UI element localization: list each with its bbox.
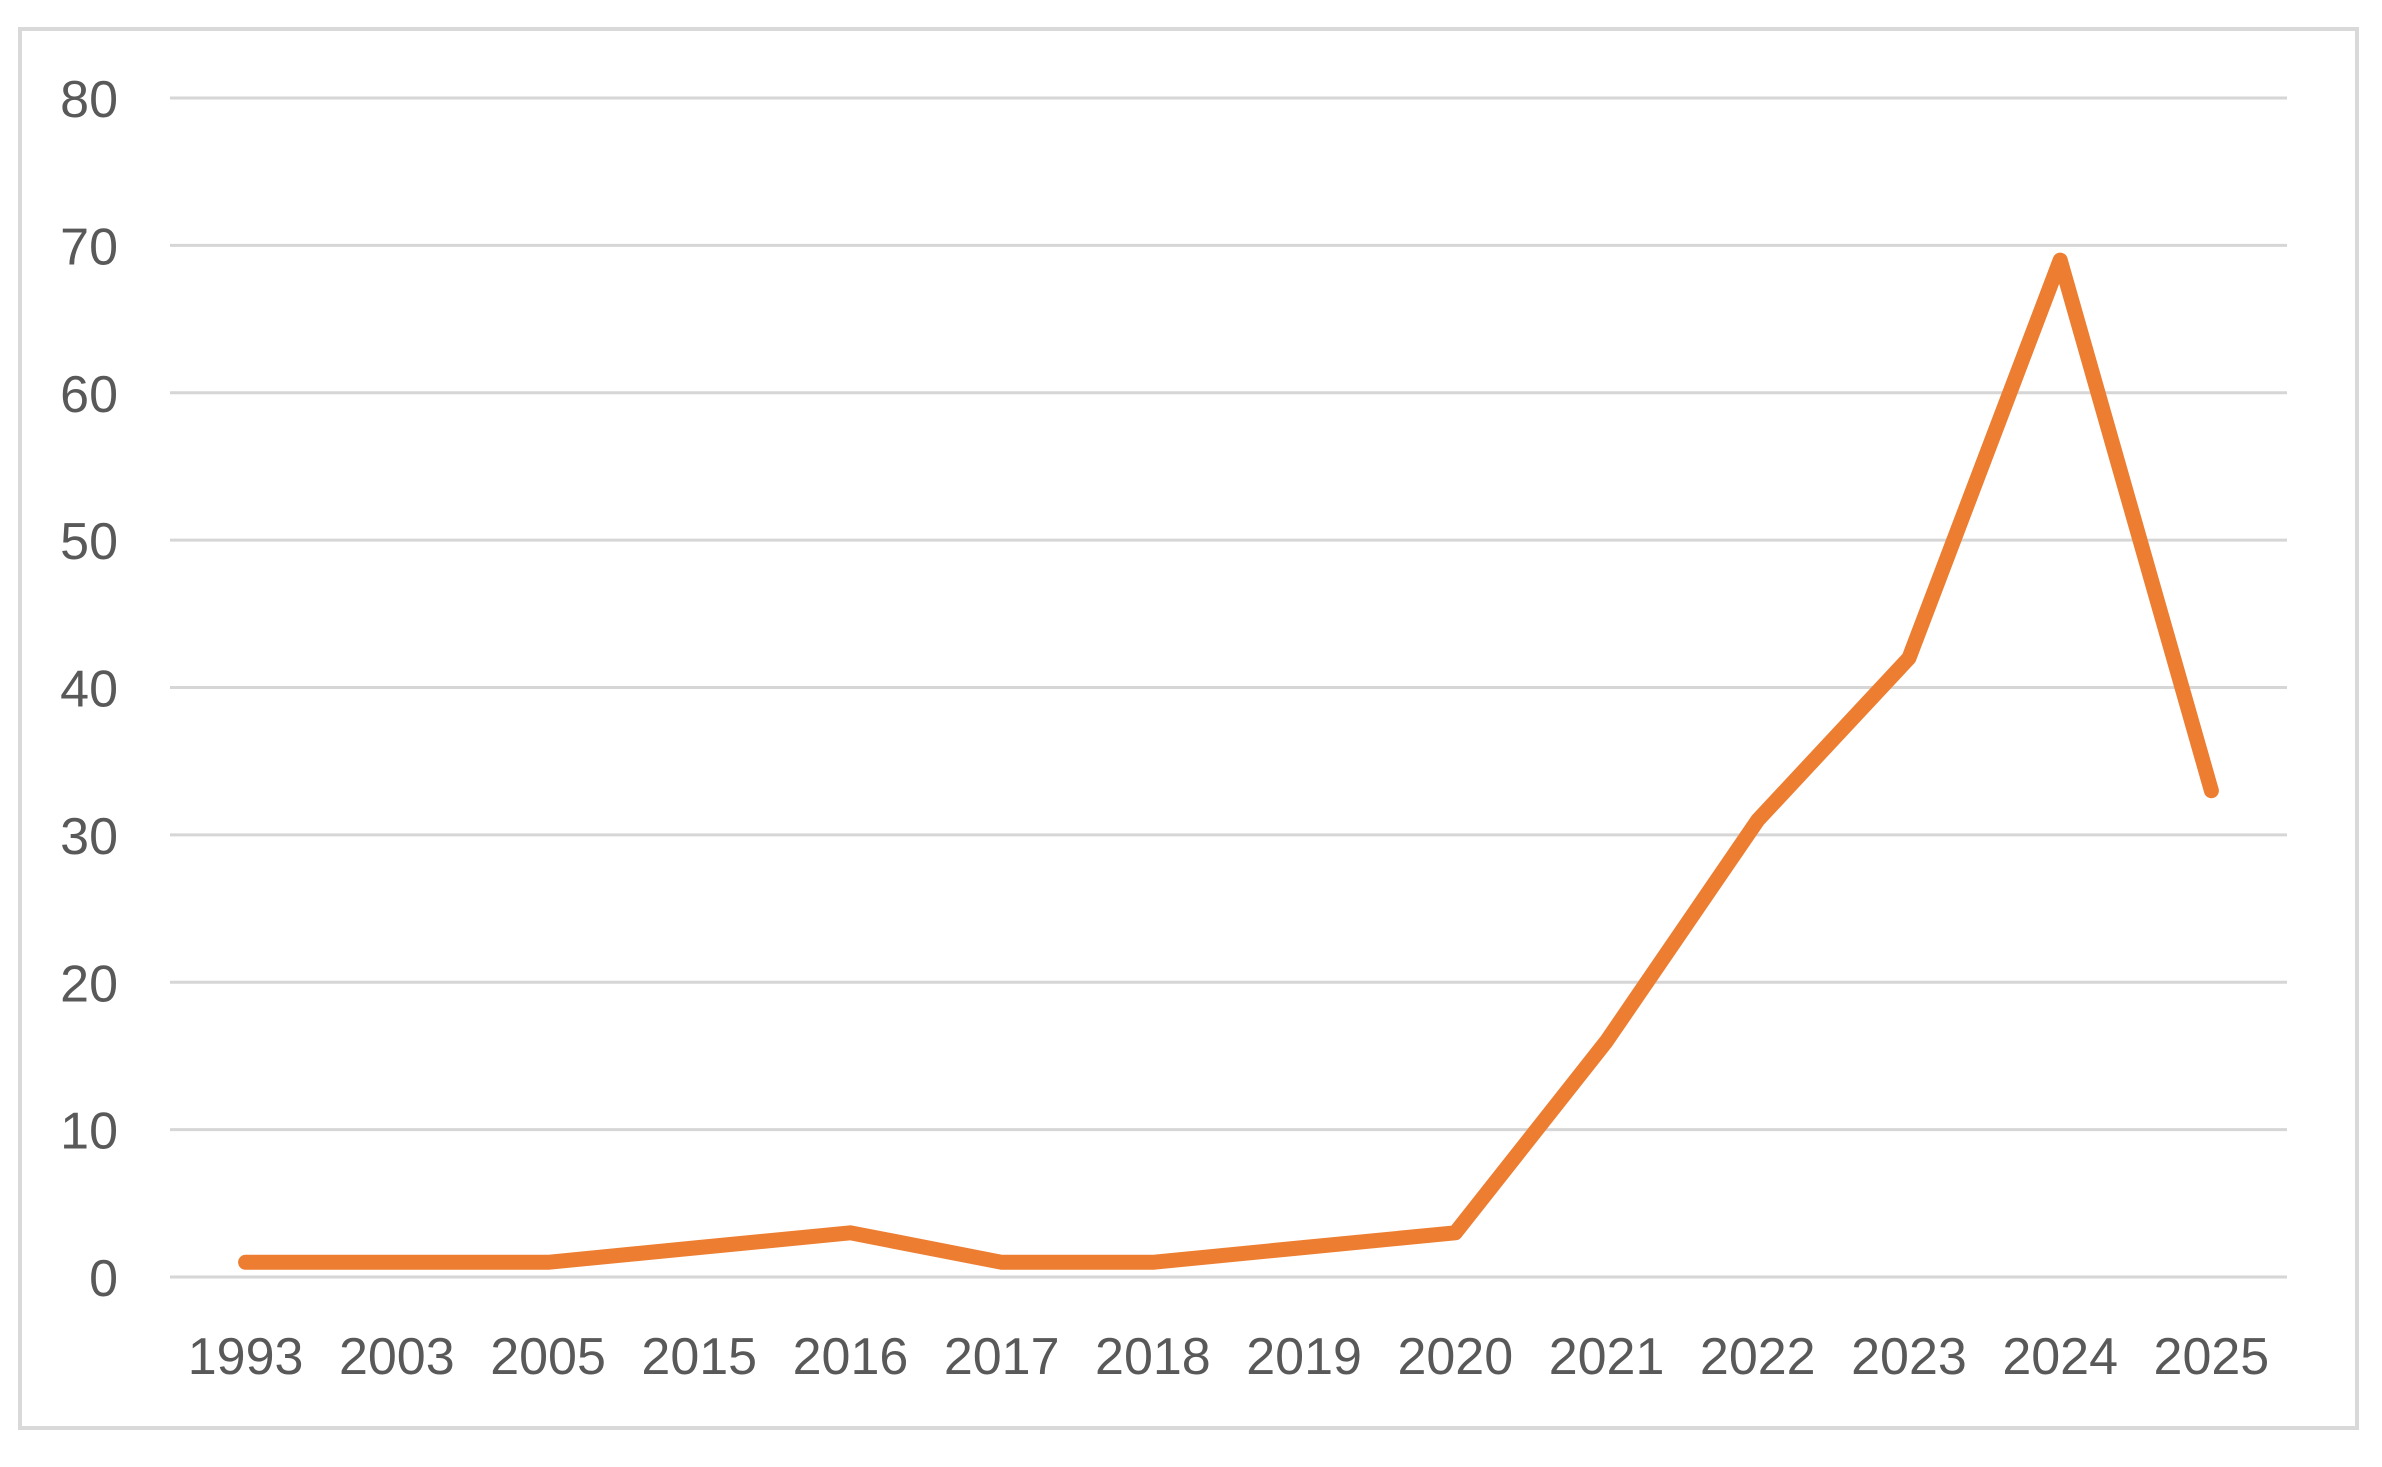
x-axis-tick-label: 2005	[490, 1328, 606, 1386]
data-line	[238, 252, 2219, 1270]
x-axis-tick-label: 2016	[793, 1328, 909, 1386]
chart-border	[18, 27, 2359, 1430]
x-axis-tick-label: 2023	[1851, 1328, 1967, 1386]
x-axis-tick-label: 2003	[339, 1328, 455, 1386]
x-axis-tick-label: 2017	[944, 1328, 1060, 1386]
x-axis-tick-label: 2015	[641, 1328, 757, 1386]
y-axis-tick-label: 30	[60, 808, 118, 866]
y-axis-tick-label: 70	[60, 218, 118, 276]
x-axis-tick-label: 1993	[188, 1328, 304, 1386]
x-axis-tick-label: 2020	[1397, 1328, 1513, 1386]
x-axis-tick-label: 2021	[1549, 1328, 1665, 1386]
y-axis-tick-label: 20	[60, 955, 118, 1013]
x-axis-tick-label: 2024	[2002, 1328, 2118, 1386]
y-axis-tick-label: 40	[60, 661, 118, 719]
y-axis-tick-label: 80	[60, 71, 118, 129]
x-axis-tick-label: 2025	[2154, 1328, 2270, 1386]
x-axis-tick-label: 2022	[1700, 1328, 1816, 1386]
y-axis-tick-label: 0	[89, 1250, 118, 1308]
y-axis-tick-label: 10	[60, 1103, 118, 1161]
x-axis-tick-label: 2018	[1095, 1328, 1211, 1386]
x-axis-tick-label: 2019	[1246, 1328, 1362, 1386]
y-axis-tick-label: 50	[60, 513, 118, 571]
y-axis-tick-label: 60	[60, 366, 118, 424]
